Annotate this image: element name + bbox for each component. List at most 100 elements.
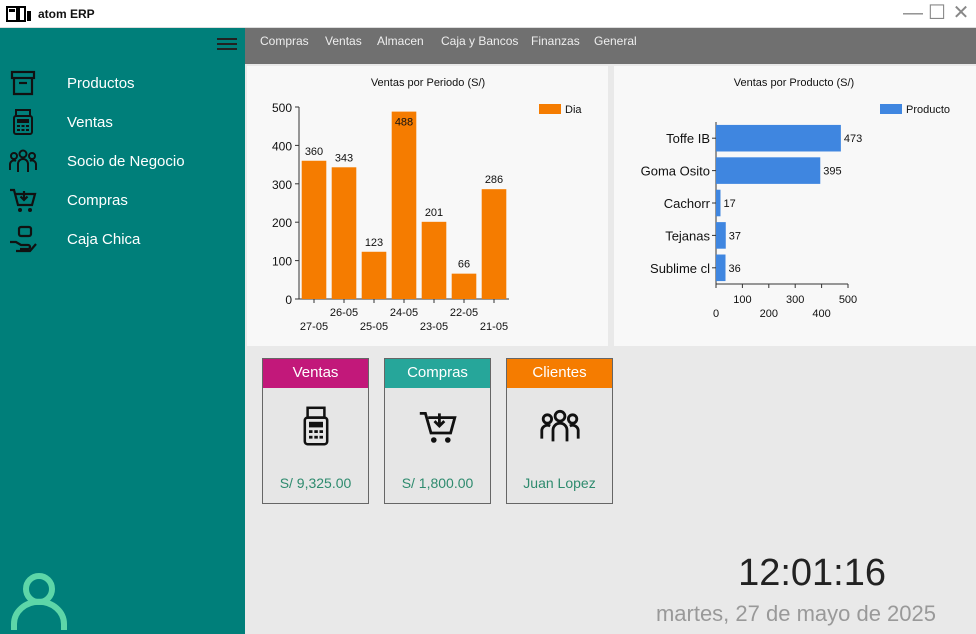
- y-tick-label: Sublime cl: [650, 261, 710, 276]
- y-tick-label: Tejanas: [665, 228, 710, 243]
- x-tick-label: 200: [760, 308, 778, 320]
- bar-value-label: 343: [335, 152, 353, 164]
- card-title: Ventas: [263, 359, 368, 388]
- minimize-button[interactable]: —: [903, 2, 923, 24]
- box-icon: [10, 70, 36, 96]
- bar: [421, 221, 447, 299]
- ventas-por-producto-chart: Ventas por Producto (S/) 0 100 200 300 400 500…: [641, 77, 950, 320]
- clock-date: martes, 27 de mayo de 2025: [655, 601, 936, 626]
- x-tick-label: 400: [812, 308, 830, 320]
- bar: [716, 222, 726, 249]
- legend-label: Dia: [565, 104, 582, 116]
- bar-value-label: 37: [729, 230, 741, 242]
- bar-value-label: 66: [458, 259, 470, 271]
- cart-icon: [419, 412, 457, 443]
- bar-value-label: 17: [723, 198, 735, 210]
- legend-swatch: [880, 104, 902, 114]
- chart-panel-ventas-periodo: Ventas por Periodo (S/) 0 100 200 300 400 500 3…: [247, 66, 608, 346]
- card-value: S/ 9,325.00: [279, 475, 352, 491]
- app-title: atom ERP: [38, 7, 95, 21]
- top-menu: Compras Ventas Almacen Caja y Bancos Fin…: [245, 28, 976, 64]
- card-value: Juan Lopez: [523, 475, 596, 491]
- bar: [716, 124, 841, 152]
- x-tick-label: 300: [786, 294, 804, 306]
- bar: [481, 189, 507, 299]
- sidebar-item-ventas[interactable]: Ventas: [0, 105, 245, 141]
- card-ventas[interactable]: Ventas S/ 9,325.00: [262, 358, 369, 504]
- sidebar-item-compras[interactable]: Compras: [0, 183, 245, 219]
- title-bar: atom ERP — ☐ ✕: [0, 0, 976, 28]
- menu-compras[interactable]: Compras: [260, 34, 309, 48]
- legend-label: Producto: [906, 104, 950, 116]
- card-title: Clientes: [507, 359, 612, 388]
- ventas-por-periodo-chart: Ventas por Periodo (S/) 0 100 200 300 400 500 3…: [272, 77, 582, 333]
- bar-value-label: 473: [844, 133, 862, 145]
- cash-register-icon: [13, 109, 33, 135]
- bar-value-label: 360: [305, 146, 323, 158]
- x-tick-label: 26-05: [330, 307, 358, 319]
- clock-time: 12:01:16: [738, 552, 886, 594]
- y-tick-label: 300: [272, 178, 292, 192]
- x-tick-label: 22-05: [450, 307, 478, 319]
- close-button[interactable]: ✕: [952, 2, 970, 24]
- chart-panel-ventas-producto: Ventas por Producto (S/) 0 100 200 300 400 500…: [614, 66, 976, 346]
- y-tick-label: 0: [285, 293, 292, 307]
- sidebar-item-socio-de-negocio[interactable]: Socio de Negocio: [0, 144, 245, 180]
- bar: [361, 251, 387, 299]
- sidebar-item-label: Socio de Negocio: [67, 153, 185, 170]
- card-clientes[interactable]: Clientes Juan Lopez: [506, 358, 613, 504]
- sidebar: Productos Ventas Socio de Negocio Compra…: [0, 28, 245, 634]
- x-tick-label: 0: [713, 308, 719, 320]
- hand-money-icon: [10, 225, 37, 253]
- x-tick-label: 25-05: [360, 321, 388, 333]
- people-group-icon: [540, 409, 580, 442]
- card-compras[interactable]: Compras S/ 1,800.00: [384, 358, 491, 504]
- y-tick-label: 200: [272, 216, 292, 230]
- bar: [716, 254, 726, 282]
- sidebar-item-label: Compras: [67, 192, 128, 209]
- chart-title: Ventas por Periodo (S/): [371, 77, 485, 89]
- y-tick-label: Toffe IB: [666, 131, 710, 146]
- bar: [451, 273, 477, 299]
- chart-title: Ventas por Producto (S/): [734, 77, 854, 89]
- bar-value-label: 123: [365, 237, 383, 249]
- x-tick-label: 21-05: [480, 321, 508, 333]
- sidebar-item-label: Productos: [67, 75, 135, 92]
- y-tick-label: 400: [272, 139, 292, 153]
- x-tick-label: 23-05: [420, 321, 448, 333]
- bar: [716, 157, 821, 184]
- legend-swatch: [539, 104, 561, 114]
- cart-icon: [10, 188, 37, 212]
- x-tick-label: 500: [839, 294, 857, 306]
- bar-value-label: 201: [425, 207, 443, 219]
- people-group-icon: [9, 149, 37, 172]
- card-value: S/ 1,800.00: [401, 475, 474, 491]
- hamburger-menu-icon[interactable]: [217, 38, 237, 52]
- y-tick-label: Cachorr: [664, 196, 711, 211]
- sidebar-item-label: Ventas: [67, 114, 113, 131]
- x-tick-label: 100: [733, 294, 751, 306]
- y-tick-label: 500: [272, 101, 292, 115]
- bar-value-label: 36: [729, 263, 741, 275]
- menu-caja-y-bancos[interactable]: Caja y Bancos: [441, 34, 519, 48]
- card-title: Compras: [385, 359, 490, 388]
- app-logo-icon: [6, 6, 31, 22]
- menu-ventas[interactable]: Ventas: [325, 34, 362, 48]
- sidebar-item-productos[interactable]: Productos: [0, 66, 245, 102]
- y-tick-label: Goma Osito: [641, 164, 710, 179]
- x-tick-label: 24-05: [390, 307, 418, 319]
- bar: [716, 189, 721, 217]
- bar: [331, 167, 357, 299]
- sidebar-item-caja-chica[interactable]: Caja Chica: [0, 222, 245, 258]
- menu-general[interactable]: General: [594, 34, 637, 48]
- user-icon[interactable]: [10, 572, 68, 632]
- menu-almacen[interactable]: Almacen: [377, 34, 424, 48]
- y-tick-label: 100: [272, 255, 292, 269]
- maximize-button[interactable]: ☐: [928, 2, 946, 24]
- bar-value-label: 395: [823, 166, 841, 178]
- sidebar-item-label: Caja Chica: [67, 231, 141, 248]
- bar-value-label: 488: [395, 117, 413, 129]
- cash-register-icon: [303, 406, 329, 446]
- bar: [391, 111, 417, 299]
- menu-finanzas[interactable]: Finanzas: [531, 34, 580, 48]
